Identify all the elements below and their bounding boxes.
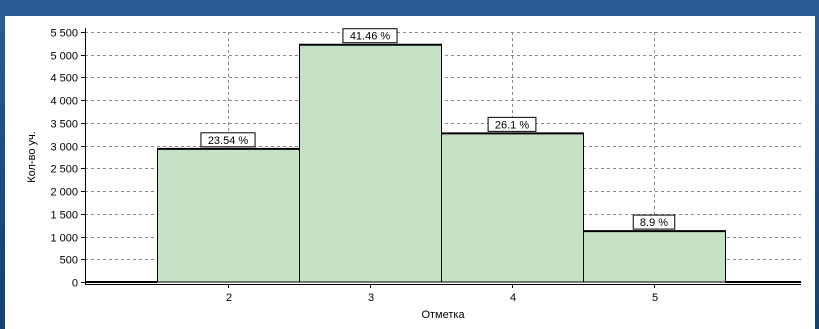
y-tick-label: 5 500 [50,28,78,40]
data-label-box [487,116,537,132]
y-tick-label: 5 000 [50,51,78,63]
bar-2 [157,148,300,283]
chart-frame: 0 500 1 000 1 500 2 000 2 500 3 000 3 500 4 000 4… [5,16,815,329]
x-tick-label: 2 [226,292,232,304]
y-tick-label: 1 500 [50,210,78,222]
data-label-text: 23.54 % [208,135,249,147]
axes: 0 500 1 000 1 500 2 000 2 500 3 000 3 500 4 000 4… [50,28,801,304]
data-labels: 23.54 % 41.46 % 26.1 % 8.9 % [200,28,676,230]
histogram-chart: 0 500 1 000 1 500 2 000 2 500 3 000 3 500 4 000 4… [26,28,801,321]
data-label-box [632,214,676,230]
data-label: 41.46 % [342,28,398,44]
data-label-text: 26.1 % [495,119,529,131]
y-tick-label: 3 000 [50,142,78,154]
y-tick-label: 2 500 [50,164,78,176]
y-tick-label: 500 [60,255,78,267]
y-tick-label: 4 500 [50,73,78,85]
y-tick-label: 3 500 [50,119,78,131]
data-label: 26.1 % [487,116,537,132]
data-label-box [200,132,256,148]
data-label-box [342,28,398,44]
data-label: 8.9 % [632,214,676,230]
y-tick-label: 4 000 [50,96,78,108]
bar-5 [583,230,726,283]
y-axis-title: Кол-во уч. [26,131,38,183]
data-label-text: 8.9 % [640,217,668,229]
bars [157,43,726,283]
data-label-text: 41.46 % [350,31,391,43]
x-tick-label: 3 [368,292,374,304]
bar-3 [299,44,442,283]
y-tick-label: 2 000 [50,187,78,199]
data-label: 23.54 % [200,132,256,148]
x-tick-label: 5 [652,292,658,304]
x-tick-label: 4 [510,292,516,304]
y-tick-label: 0 [72,278,78,290]
x-axis-title: Отметка [421,309,465,321]
bar-4 [441,132,584,283]
y-tick-label: 1 000 [50,233,78,245]
